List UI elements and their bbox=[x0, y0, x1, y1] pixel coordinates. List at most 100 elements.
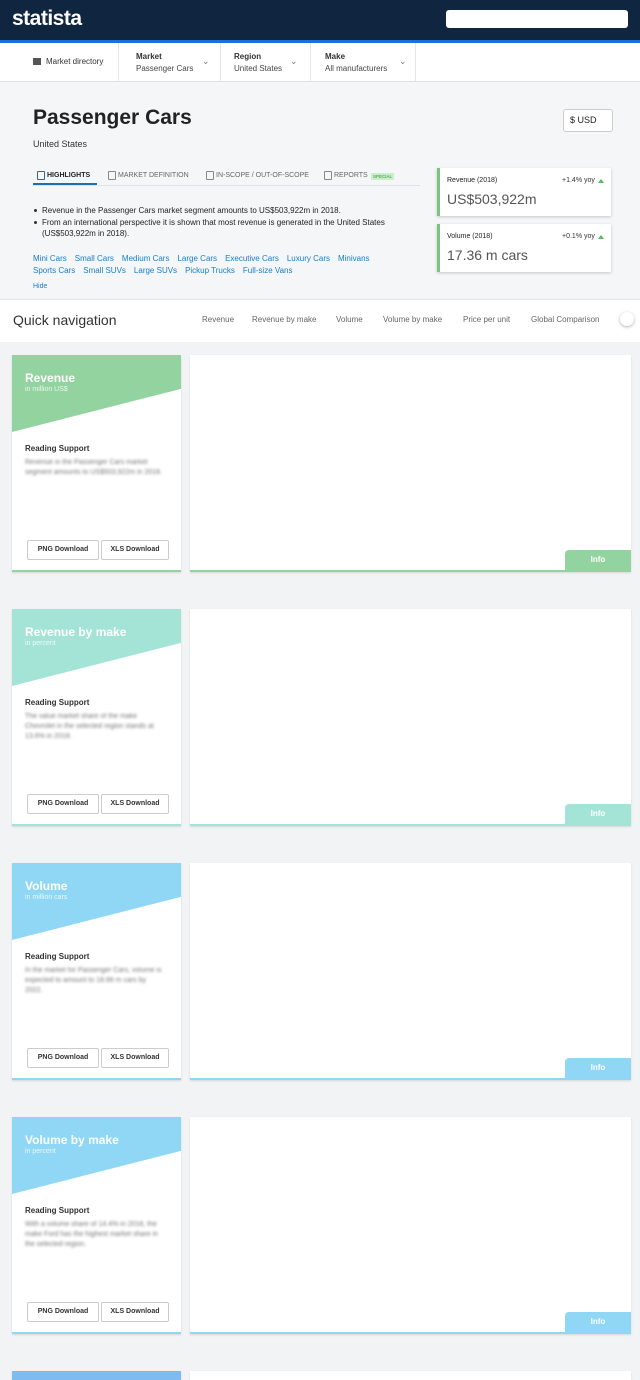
info-button[interactable]: Info bbox=[565, 1058, 631, 1078]
tab[interactable]: MARKET DEFINITION bbox=[118, 172, 189, 179]
breadcrumb-label: Make bbox=[325, 52, 346, 61]
card-banner bbox=[12, 1117, 181, 1194]
card-subtitle: in percent bbox=[25, 1148, 56, 1155]
card-banner bbox=[12, 863, 181, 940]
png-button[interactable]: PNG Download bbox=[27, 540, 99, 560]
quick-nav-link[interactable]: Volume bbox=[336, 315, 363, 324]
segment-link[interactable]: Small Cars bbox=[74, 254, 114, 263]
card-subtitle: in million cars bbox=[25, 894, 68, 901]
logo: statista bbox=[12, 7, 82, 30]
currency-select[interactable] bbox=[563, 109, 613, 132]
segment-link[interactable]: Sports Cars bbox=[33, 266, 76, 275]
tab-active-underline bbox=[33, 183, 97, 185]
bullet-dot bbox=[34, 209, 37, 212]
market-region: United States bbox=[33, 139, 88, 149]
chart-panel: in million cars0.005.0010.0015.0020.0020… bbox=[190, 863, 631, 1080]
segment-link[interactable]: Pickup Trucks bbox=[185, 266, 235, 275]
tab-icon bbox=[37, 171, 45, 180]
kpi-change: +1.4% yoy bbox=[562, 177, 595, 184]
chart-panel: 60,00051,79552,46552,51853,07553,89854,9… bbox=[190, 1371, 631, 1380]
summary-card: Volume by make in percent Reading Support W… bbox=[12, 1117, 181, 1334]
kpi-label: Revenue (2018) bbox=[447, 177, 498, 184]
quick-nav-bar bbox=[0, 299, 640, 342]
info-label: Info bbox=[590, 1317, 606, 1326]
reading-text: In the market for Passenger Cars, volume… bbox=[25, 967, 162, 994]
kpi-value: 17.36 m cars bbox=[447, 247, 528, 263]
segment-link[interactable]: Executive Cars bbox=[225, 254, 279, 263]
segment-link[interactable]: Medium Cars bbox=[121, 254, 170, 263]
breadcrumb-separator bbox=[118, 43, 119, 81]
xls-button[interactable]: XLS Download bbox=[101, 1302, 169, 1322]
info-button[interactable]: Info bbox=[565, 550, 631, 570]
home-icon bbox=[33, 58, 41, 65]
currency-label: $ USD bbox=[570, 115, 597, 125]
card-title: Volume by make bbox=[25, 1133, 119, 1147]
png-button[interactable]: PNG Download bbox=[27, 1048, 99, 1068]
xls-button[interactable]: XLS Download bbox=[101, 1048, 169, 1068]
segment-link[interactable]: Mini Cars bbox=[33, 254, 67, 263]
xls-button-label: XLS Download bbox=[110, 800, 160, 807]
segment-links: Mini Cars Small Cars Medium Cars Large Cars… bbox=[33, 254, 378, 275]
breadcrumb-separator bbox=[220, 43, 221, 81]
tab-icon bbox=[324, 171, 332, 180]
breadcrumb-home[interactable]: Market directory bbox=[46, 57, 104, 66]
xls-button[interactable]: XLS Download bbox=[101, 540, 169, 560]
png-button-label: PNG Download bbox=[37, 1054, 89, 1061]
summary-card: Price per unit bbox=[12, 1371, 181, 1380]
breadcrumb-separator bbox=[415, 43, 416, 81]
badge: SPECIAL bbox=[371, 173, 395, 180]
tab[interactable]: IN-SCOPE / OUT-OF-SCOPE bbox=[216, 172, 309, 179]
segment-link[interactable]: Small SUVs bbox=[83, 266, 126, 275]
tab[interactable]: REPORTS bbox=[334, 172, 368, 179]
png-button-label: PNG Download bbox=[37, 546, 89, 553]
quick-nav-link[interactable]: Volume by make bbox=[383, 315, 443, 324]
highlight-bullet: From an international perspective it is … bbox=[33, 217, 427, 239]
quick-nav-link[interactable]: Revenue bbox=[202, 315, 235, 324]
info-button[interactable]: Info bbox=[565, 1312, 631, 1332]
segment-link[interactable]: Large SUVs bbox=[133, 266, 178, 275]
segment-link[interactable]: Large Cars bbox=[177, 254, 218, 263]
png-button-label: PNG Download bbox=[37, 1308, 89, 1315]
segment-link[interactable]: Full-size Vans bbox=[242, 266, 293, 275]
quick-nav-arrow[interactable] bbox=[620, 312, 634, 326]
summary-card: Volume in million cars Reading Support In t… bbox=[12, 863, 181, 1080]
hide-link[interactable]: Hide bbox=[33, 283, 48, 290]
breadcrumb-separator bbox=[310, 43, 311, 81]
xls-button[interactable]: XLS Download bbox=[101, 794, 169, 814]
kpi-caret bbox=[598, 179, 604, 183]
chart-panel: Ford14.4%Toyota12.6%Chevrolet11.4%Honda8… bbox=[190, 1117, 631, 1334]
breadcrumb-value[interactable]: Passenger Cars bbox=[136, 64, 194, 73]
png-button[interactable]: PNG Download bbox=[27, 1302, 99, 1322]
segment-link[interactable]: Luxury Cars bbox=[286, 254, 330, 263]
breadcrumb-value[interactable]: All manufacturers bbox=[325, 64, 388, 73]
breadcrumb-label: Region bbox=[234, 52, 262, 61]
quick-nav-link[interactable]: Price per unit bbox=[463, 315, 511, 324]
chevron: ⌄ bbox=[202, 56, 210, 66]
breadcrumb-value[interactable]: United States bbox=[234, 64, 283, 73]
segment-link[interactable]: Minivans bbox=[337, 254, 370, 263]
png-button[interactable]: PNG Download bbox=[27, 794, 99, 814]
info-button[interactable]: Info bbox=[565, 804, 631, 824]
summary-card: Revenue by make in percent Reading Support… bbox=[12, 609, 181, 826]
kpi-box bbox=[437, 224, 611, 272]
quick-nav-link[interactable]: Global Comparison bbox=[531, 315, 600, 324]
breadcrumb-bar bbox=[0, 43, 640, 82]
highlight-bullet: Revenue in the Passenger Cars market seg… bbox=[33, 205, 427, 216]
xls-button-label: XLS Download bbox=[110, 1054, 160, 1061]
tab-icon bbox=[206, 171, 214, 180]
xls-button-label: XLS Download bbox=[110, 1308, 160, 1315]
kpi-change: +0.1% yoy bbox=[562, 233, 595, 240]
kpi-box bbox=[437, 168, 611, 216]
tab[interactable]: HIGHLIGHTS bbox=[47, 172, 91, 179]
card-title: Revenue bbox=[25, 371, 76, 385]
chart-panel: in million US$0200,000400,000600,000800,… bbox=[190, 355, 631, 572]
market-title: Passenger Cars bbox=[33, 106, 192, 129]
quick-nav-link[interactable]: Revenue by make bbox=[252, 315, 317, 324]
card-title: Revenue by make bbox=[25, 625, 127, 639]
reading-title: Reading Support bbox=[25, 1206, 90, 1215]
xls-button-label: XLS Download bbox=[110, 546, 160, 553]
search-box[interactable] bbox=[446, 10, 628, 28]
card-banner bbox=[12, 355, 181, 432]
chart-panel: Chevrolet13.6%Ford13.4%Toyota11.6%Honda6… bbox=[190, 609, 631, 826]
